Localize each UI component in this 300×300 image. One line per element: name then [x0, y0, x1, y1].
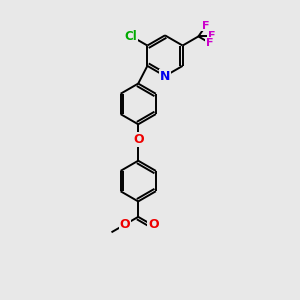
Text: F: F: [208, 32, 215, 41]
Text: O: O: [133, 133, 143, 146]
Text: F: F: [202, 20, 210, 31]
Text: O: O: [119, 218, 130, 231]
Text: Cl: Cl: [124, 30, 137, 43]
Text: N: N: [160, 70, 170, 83]
Text: F: F: [206, 38, 214, 48]
Text: O: O: [148, 218, 159, 231]
